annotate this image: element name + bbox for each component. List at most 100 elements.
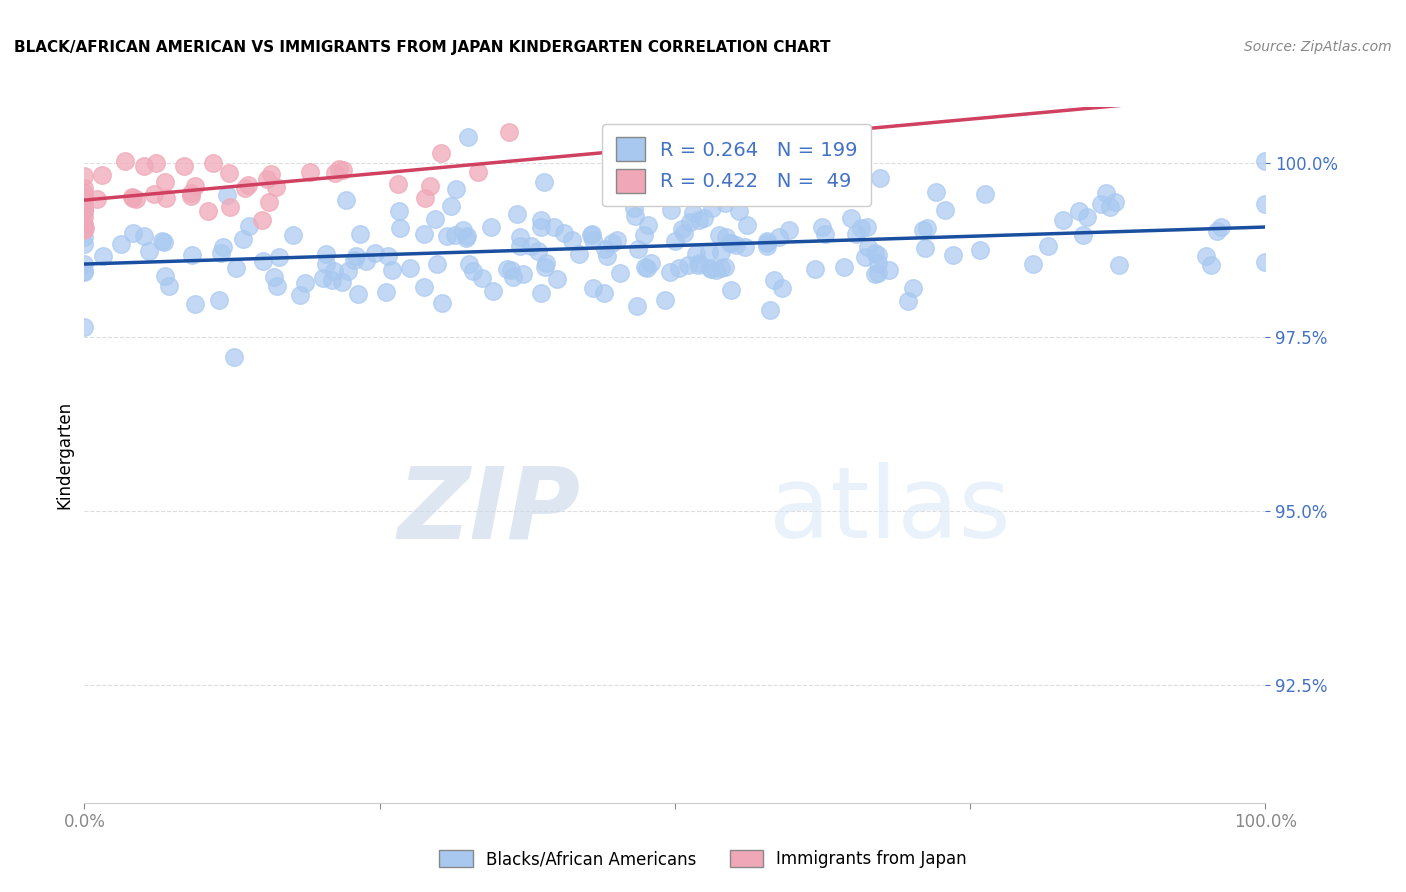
Point xyxy=(734,240,756,254)
Point xyxy=(800,173,823,187)
Point xyxy=(546,272,568,286)
Point xyxy=(413,227,436,241)
Point xyxy=(150,234,173,248)
Point xyxy=(122,191,145,205)
Text: BLACK/AFRICAN AMERICAN VS IMMIGRANTS FROM JAPAN KINDERGARTEN CORRELATION CHART: BLACK/AFRICAN AMERICAN VS IMMIGRANTS FRO… xyxy=(14,40,831,55)
Point xyxy=(73,320,96,334)
Point xyxy=(73,202,96,216)
Point xyxy=(700,201,723,215)
Point xyxy=(495,262,517,277)
Point xyxy=(593,243,616,257)
Point xyxy=(425,212,447,227)
Point xyxy=(110,236,132,251)
Point xyxy=(974,186,997,201)
Point xyxy=(328,161,350,176)
Point xyxy=(866,248,889,262)
Point xyxy=(1052,213,1074,227)
Point xyxy=(720,235,742,250)
Point xyxy=(349,227,371,241)
Point xyxy=(138,244,160,258)
Point xyxy=(225,261,247,276)
Point xyxy=(636,260,658,275)
Point xyxy=(581,233,603,247)
Point xyxy=(218,200,240,214)
Point xyxy=(520,239,543,253)
Point xyxy=(714,260,737,274)
Point xyxy=(184,179,207,194)
Point xyxy=(626,298,648,312)
Point xyxy=(853,251,876,265)
Point xyxy=(609,266,631,280)
Point xyxy=(526,244,548,259)
Point xyxy=(91,249,114,263)
Point xyxy=(832,260,855,274)
Point xyxy=(1206,223,1229,237)
Point xyxy=(778,222,800,236)
Point xyxy=(73,199,96,213)
Point xyxy=(153,235,176,250)
Point xyxy=(259,194,281,209)
Point xyxy=(288,287,311,301)
Point xyxy=(568,247,591,261)
Point xyxy=(915,221,938,235)
Point xyxy=(73,211,96,225)
Point xyxy=(509,230,531,244)
Point xyxy=(849,220,872,235)
Point xyxy=(381,263,404,277)
Point xyxy=(263,269,285,284)
Point xyxy=(132,159,155,173)
Legend: Blacks/African Americans, Immigrants from Japan: Blacks/African Americans, Immigrants fro… xyxy=(433,843,973,875)
Point xyxy=(659,265,682,279)
Point xyxy=(197,203,219,218)
Text: ZIP: ZIP xyxy=(398,462,581,559)
Point xyxy=(534,256,557,270)
Point xyxy=(686,259,709,273)
Point xyxy=(814,227,837,242)
Point xyxy=(266,278,288,293)
Point xyxy=(173,159,195,173)
Point xyxy=(627,243,650,257)
Point xyxy=(668,260,690,275)
Point xyxy=(637,218,659,232)
Point xyxy=(561,233,583,247)
Point xyxy=(942,248,965,262)
Point xyxy=(73,265,96,279)
Point xyxy=(699,261,721,276)
Point xyxy=(215,188,238,202)
Point xyxy=(73,181,96,195)
Point xyxy=(804,261,827,276)
Point xyxy=(73,190,96,204)
Point xyxy=(581,227,603,241)
Point xyxy=(479,220,502,235)
Point xyxy=(207,293,229,307)
Point xyxy=(413,191,436,205)
Point xyxy=(73,229,96,244)
Point xyxy=(1038,239,1060,253)
Text: Source: ZipAtlas.com: Source: ZipAtlas.com xyxy=(1244,40,1392,54)
Point xyxy=(364,246,387,260)
Point xyxy=(737,219,759,233)
Point xyxy=(911,222,934,236)
Point xyxy=(315,257,337,271)
Point xyxy=(699,261,721,276)
Point xyxy=(157,279,180,293)
Point xyxy=(180,189,202,203)
Point xyxy=(897,294,920,309)
Point xyxy=(869,170,891,185)
Point xyxy=(238,178,260,193)
Point xyxy=(73,217,96,231)
Point xyxy=(727,203,749,218)
Point xyxy=(688,256,710,270)
Point xyxy=(901,281,924,295)
Point xyxy=(533,260,555,275)
Point xyxy=(332,163,354,178)
Point xyxy=(606,233,628,247)
Point xyxy=(659,186,682,200)
Point xyxy=(181,248,204,262)
Point xyxy=(868,255,890,269)
Point xyxy=(856,220,879,235)
Point xyxy=(311,270,333,285)
Point xyxy=(720,283,742,297)
Point xyxy=(1199,258,1222,272)
Point xyxy=(661,202,683,217)
